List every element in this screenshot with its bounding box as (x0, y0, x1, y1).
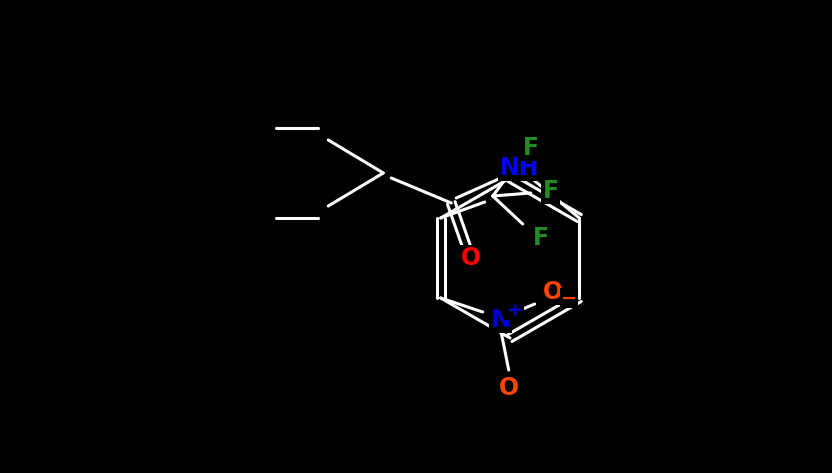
Text: F: F (522, 136, 539, 160)
Text: NH: NH (499, 156, 539, 180)
Text: F: F (542, 179, 559, 203)
Text: O: O (542, 280, 562, 304)
Text: +: + (507, 300, 523, 319)
Text: O: O (461, 246, 482, 270)
Text: F: F (532, 226, 549, 250)
Text: −: − (561, 289, 577, 307)
Text: N: N (490, 308, 511, 332)
Text: O: O (498, 376, 519, 400)
